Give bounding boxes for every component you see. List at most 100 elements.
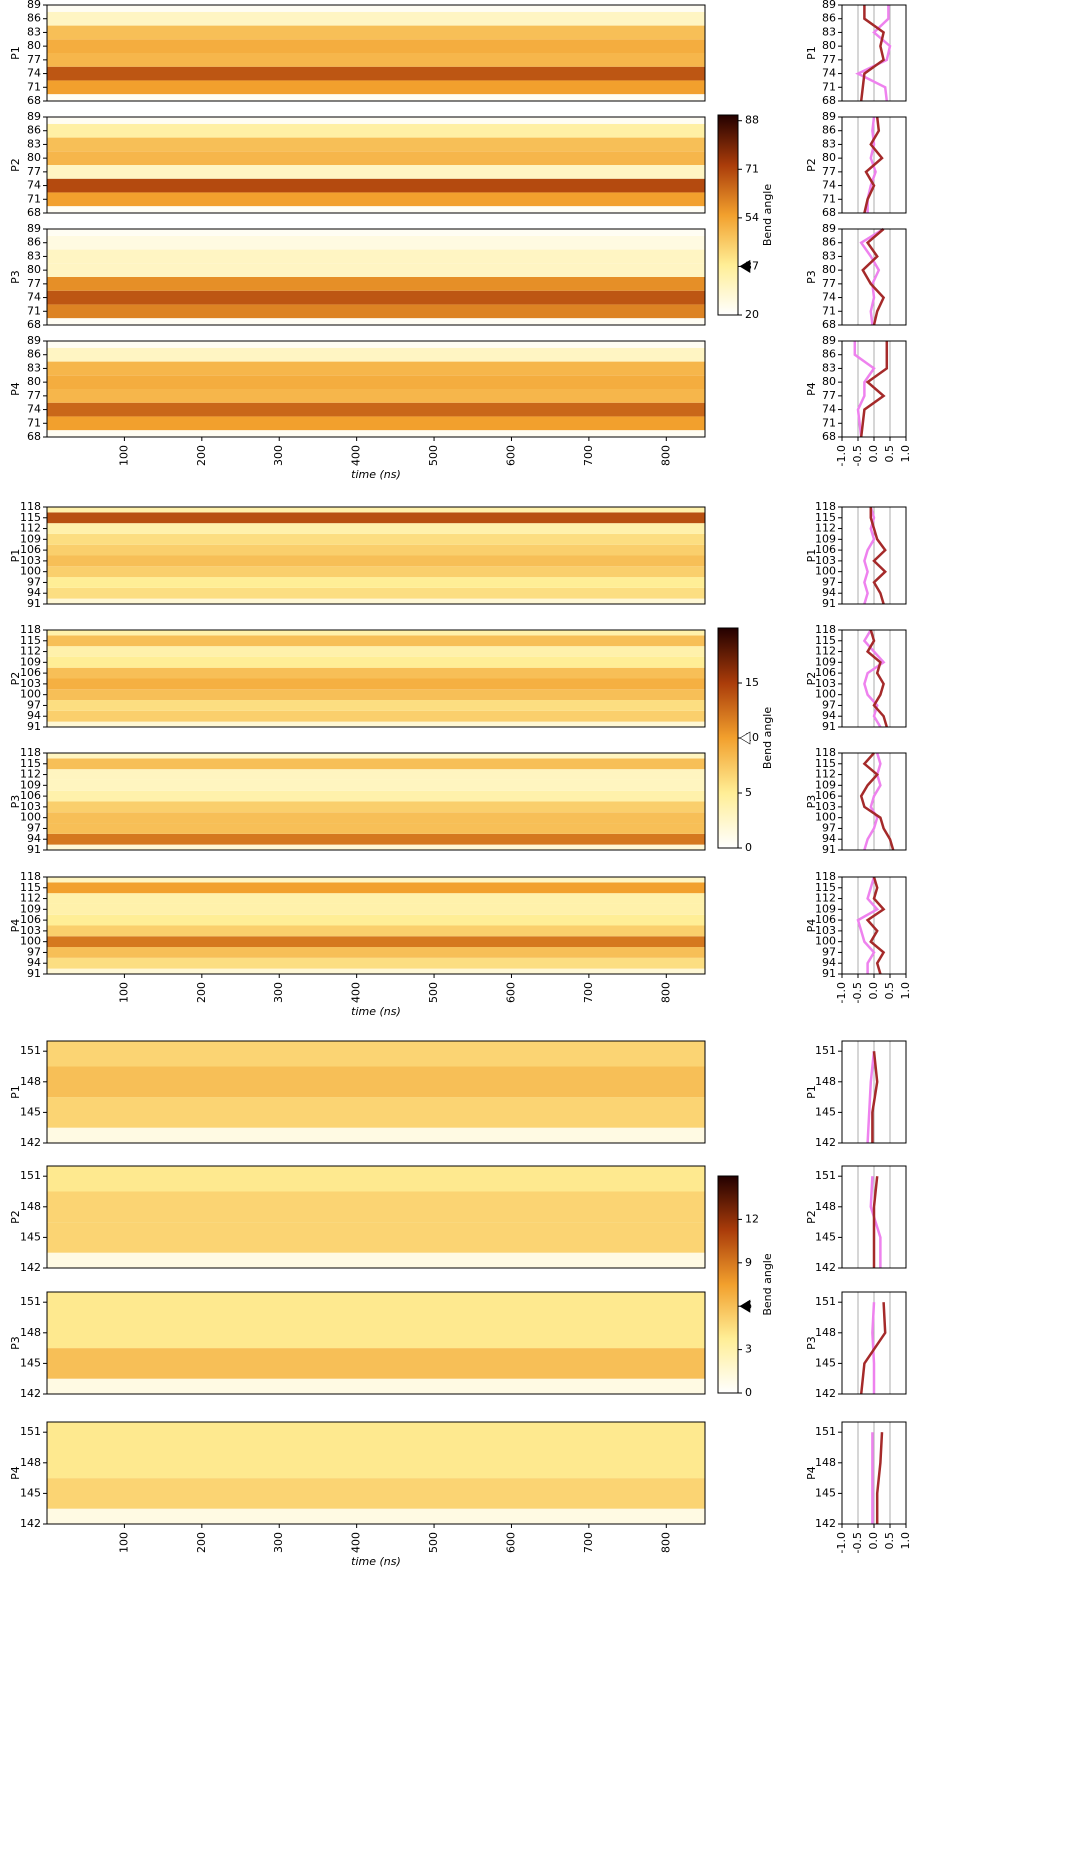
heat-band [47, 507, 705, 513]
heat-band [47, 689, 705, 701]
profile-frame [841, 4, 907, 102]
x-tick-label: 200 [195, 445, 208, 466]
profile-x-tick-label: -0.5 [851, 1532, 864, 1553]
colorbar-tick-label: 5 [745, 786, 752, 799]
panel-label: P1 [9, 46, 22, 60]
profile-y-tick-label: 83 [822, 137, 836, 150]
x-tick-label: 800 [659, 1532, 672, 1553]
y-tick-label: 112 [20, 645, 41, 658]
heat-band [47, 361, 705, 376]
colorbar [717, 627, 739, 849]
heat-band [47, 1127, 705, 1143]
profile-y-tick-label: 118 [815, 746, 836, 759]
heat-band [47, 1348, 705, 1379]
profile-line [861, 228, 886, 326]
profile-y-tick-label: 89 [822, 222, 836, 235]
heat-band [47, 1317, 705, 1349]
y-tick-label: 106 [20, 789, 41, 802]
profile-y-tick-label: 71 [822, 192, 836, 205]
heat-band [47, 758, 705, 770]
y-tick-label: 151 [20, 1169, 41, 1182]
y-tick-label: 112 [20, 892, 41, 905]
profile-panel-label: P3 [805, 270, 818, 284]
x-tick-label: 700 [582, 982, 595, 1003]
profile-line [875, 1432, 884, 1524]
y-tick-label: 145 [20, 1230, 41, 1243]
profile-y-tick-label: 68 [822, 94, 836, 107]
heat-band [47, 151, 705, 165]
profile-y-tick-label: 142 [815, 1517, 836, 1530]
heatmap [47, 753, 705, 850]
profile-y-tick-label: 106 [815, 789, 836, 802]
y-tick-label: 100 [20, 935, 41, 948]
profile-y-tick-label: 109 [815, 778, 836, 791]
profile-panel-label: P1 [805, 1085, 818, 1099]
profile-y-tick-label: 86 [822, 348, 836, 361]
y-tick-label: 109 [20, 655, 41, 668]
y-tick-label: 148 [20, 1326, 41, 1339]
profile-y-tick-label: 103 [815, 677, 836, 690]
heat-band [47, 533, 705, 545]
profile-y-tick-label: 106 [815, 666, 836, 679]
panel-label: P3 [9, 795, 22, 809]
profile-y-tick-label: 74 [822, 291, 836, 304]
profile-y-tick-label: 86 [822, 124, 836, 137]
profile-panel-label: P4 [805, 382, 818, 396]
y-tick-label: 80 [27, 263, 41, 276]
y-tick-label: 91 [27, 720, 41, 733]
panel-label: P4 [9, 919, 22, 933]
heat-band [47, 25, 705, 40]
colorbar-tick-label: 54 [745, 211, 759, 224]
heat-band [47, 753, 705, 759]
heat-band [47, 667, 705, 679]
profile-y-tick-label: 151 [815, 1044, 836, 1057]
profile-frame [841, 228, 907, 326]
profile-y-tick-label: 74 [822, 179, 836, 192]
profile-y-tick-label: 71 [822, 304, 836, 317]
y-tick-label: 103 [20, 924, 41, 937]
profile-line [863, 116, 884, 214]
y-tick-label: 97 [27, 821, 41, 834]
profile-y-tick-label: 80 [822, 263, 836, 276]
y-tick-label: 91 [27, 967, 41, 980]
profile-y-tick-label: 77 [822, 53, 836, 66]
colorbar-marker [739, 1299, 751, 1313]
y-tick-label: 80 [27, 151, 41, 164]
y-tick-label: 89 [27, 222, 41, 235]
panel-label: P3 [9, 1336, 22, 1350]
profile-x-tick-label: 0.0 [867, 1532, 880, 1550]
profile-y-tick-label: 86 [822, 12, 836, 25]
profile-y-tick-label: 68 [822, 318, 836, 331]
panel-label: P3 [9, 270, 22, 284]
profile-line [859, 752, 895, 851]
profile-y-tick-label: 94 [822, 586, 836, 599]
profile-y-tick-label: 106 [815, 913, 836, 926]
profile-y-tick-label: 89 [822, 110, 836, 123]
profile-x-tick-label: 1.0 [899, 1532, 912, 1550]
x-tick-label: 400 [350, 445, 363, 466]
y-tick-label: 106 [20, 666, 41, 679]
profile-y-tick-label: 112 [815, 892, 836, 905]
y-tick-label: 109 [20, 532, 41, 545]
profile-line [859, 341, 889, 438]
profile-y-tick-label: 77 [822, 277, 836, 290]
heat-band [47, 790, 705, 802]
y-tick-label: 77 [27, 53, 41, 66]
heat-band [47, 402, 705, 417]
panel-label: P1 [9, 549, 22, 563]
profile-y-tick-label: 103 [815, 924, 836, 937]
y-tick-label: 106 [20, 913, 41, 926]
profile-y-tick-label: 142 [815, 1261, 836, 1274]
x-tick-label: 200 [195, 1532, 208, 1553]
profile-y-tick-label: 100 [815, 811, 836, 824]
profile-x-tick-label: -0.5 [851, 982, 864, 1003]
plot-frame [46, 752, 706, 851]
profile-y-tick-label: 89 [822, 0, 836, 11]
y-tick-label: 94 [27, 832, 41, 845]
heat-band [47, 290, 705, 305]
heat-band [47, 1508, 705, 1524]
profile-x-tick-label: 0.5 [883, 1532, 896, 1550]
heat-band [47, 192, 705, 207]
profile-y-tick-label: 68 [822, 430, 836, 443]
profile-x-tick-label: -0.5 [851, 445, 864, 466]
